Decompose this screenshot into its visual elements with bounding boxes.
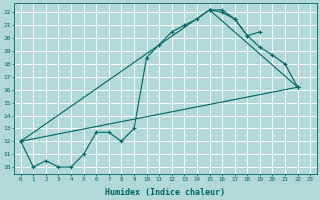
X-axis label: Humidex (Indice chaleur): Humidex (Indice chaleur) bbox=[106, 188, 226, 197]
